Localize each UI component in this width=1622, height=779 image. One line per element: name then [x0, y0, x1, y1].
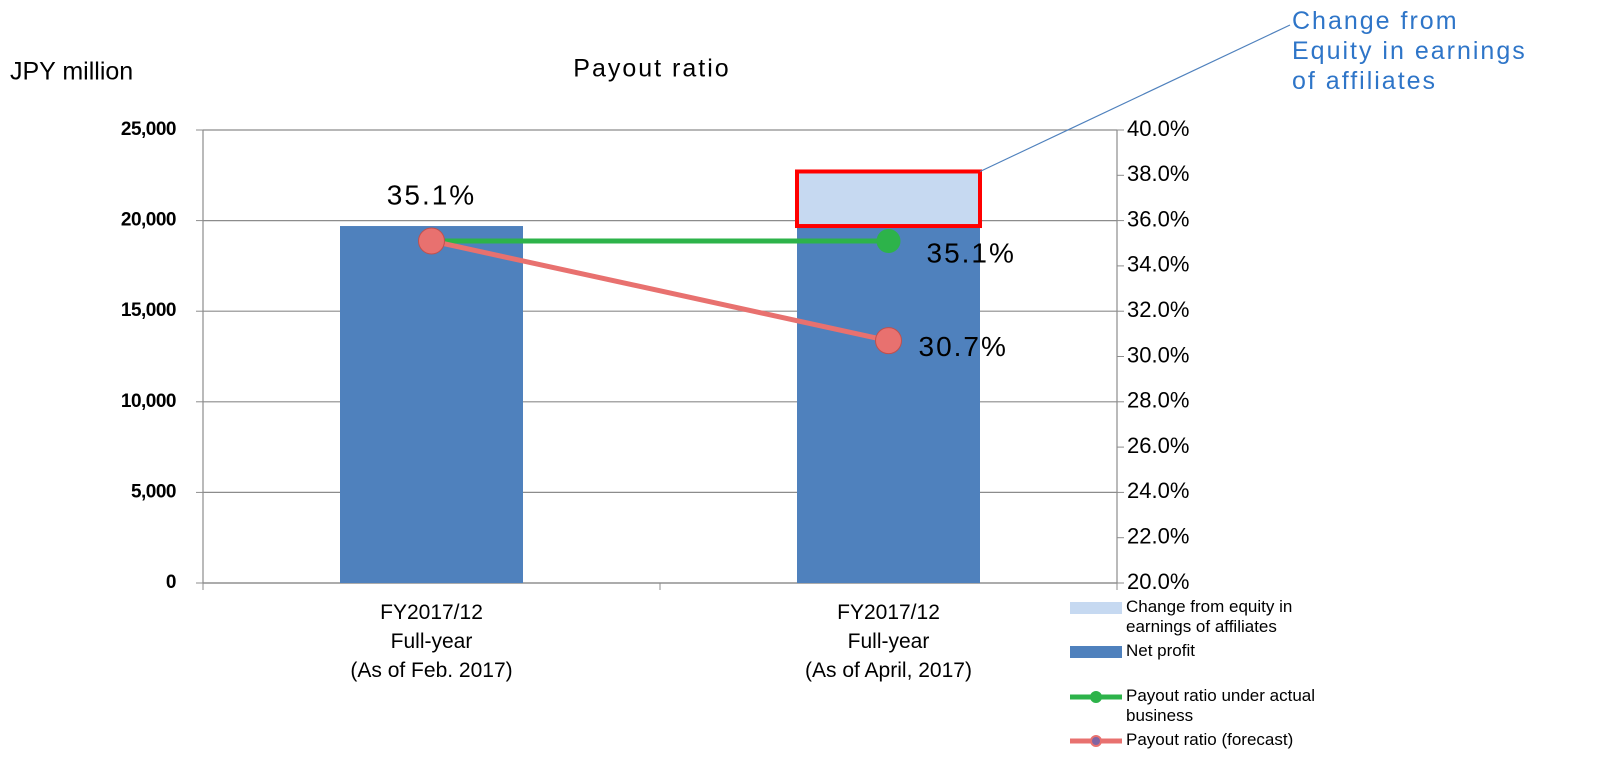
y2-tick-label: 28.0%: [1127, 388, 1189, 413]
value-label: 35.1%: [927, 237, 1016, 268]
chart-title: Payout ratio: [573, 55, 730, 83]
y-tick-label: 15,000: [121, 300, 176, 321]
y-tick-label: 10,000: [121, 391, 176, 412]
y-tick-label: 20,000: [121, 210, 176, 231]
y-tick-label: 25,000: [121, 119, 176, 140]
value-label: 35.1%: [387, 179, 476, 210]
y2-tick-label: 38.0%: [1127, 161, 1189, 186]
annotation: Change from Equity in earnings of affiliat…: [1292, 7, 1527, 95]
y2-tick-label: 34.0%: [1127, 252, 1189, 277]
y2-tick-label: 20.0%: [1127, 569, 1189, 594]
legend-label: Payout ratio (forecast): [1126, 730, 1293, 749]
y2-tick-label: 22.0%: [1127, 524, 1189, 549]
bar: [797, 226, 980, 583]
bar: [340, 226, 523, 583]
y-tick-label: 5,000: [131, 481, 176, 502]
y2-tick-label: 32.0%: [1127, 297, 1189, 322]
y-tick-label: 0: [166, 572, 176, 593]
highlight-box: [795, 169, 982, 229]
legend-swatch: [1070, 646, 1122, 658]
line: [430, 238, 890, 344]
legend-label: Payout ratio under actual business: [1126, 686, 1315, 725]
y2-tick-label: 24.0%: [1127, 478, 1189, 503]
y2-tick-label: 26.0%: [1127, 433, 1189, 458]
legend-label: Change from equity in earnings of affilia…: [1126, 597, 1292, 636]
point: [875, 327, 902, 355]
y2-tick-label: 36.0%: [1127, 206, 1189, 231]
y2-tick-label: 40.0%: [1127, 116, 1189, 141]
bar: [797, 173, 980, 227]
point: [418, 227, 445, 255]
annotation-leader: [979, 24, 1291, 173]
y-axis-label: JPY million: [10, 58, 133, 86]
legend-label: Net profit: [1126, 641, 1195, 660]
legend-marker: [1090, 735, 1102, 747]
x-tick-label: FY2017/12 Full-year (As of Feb. 2017): [350, 601, 512, 682]
y2-tick-label: 30.0%: [1127, 342, 1189, 367]
legend-marker: [1090, 691, 1102, 703]
value-label: 30.7%: [919, 331, 1008, 362]
legend-swatch: [1070, 602, 1122, 614]
x-tick-label: FY2017/12 Full-year (As of April, 2017): [805, 601, 972, 682]
point: [876, 228, 901, 253]
